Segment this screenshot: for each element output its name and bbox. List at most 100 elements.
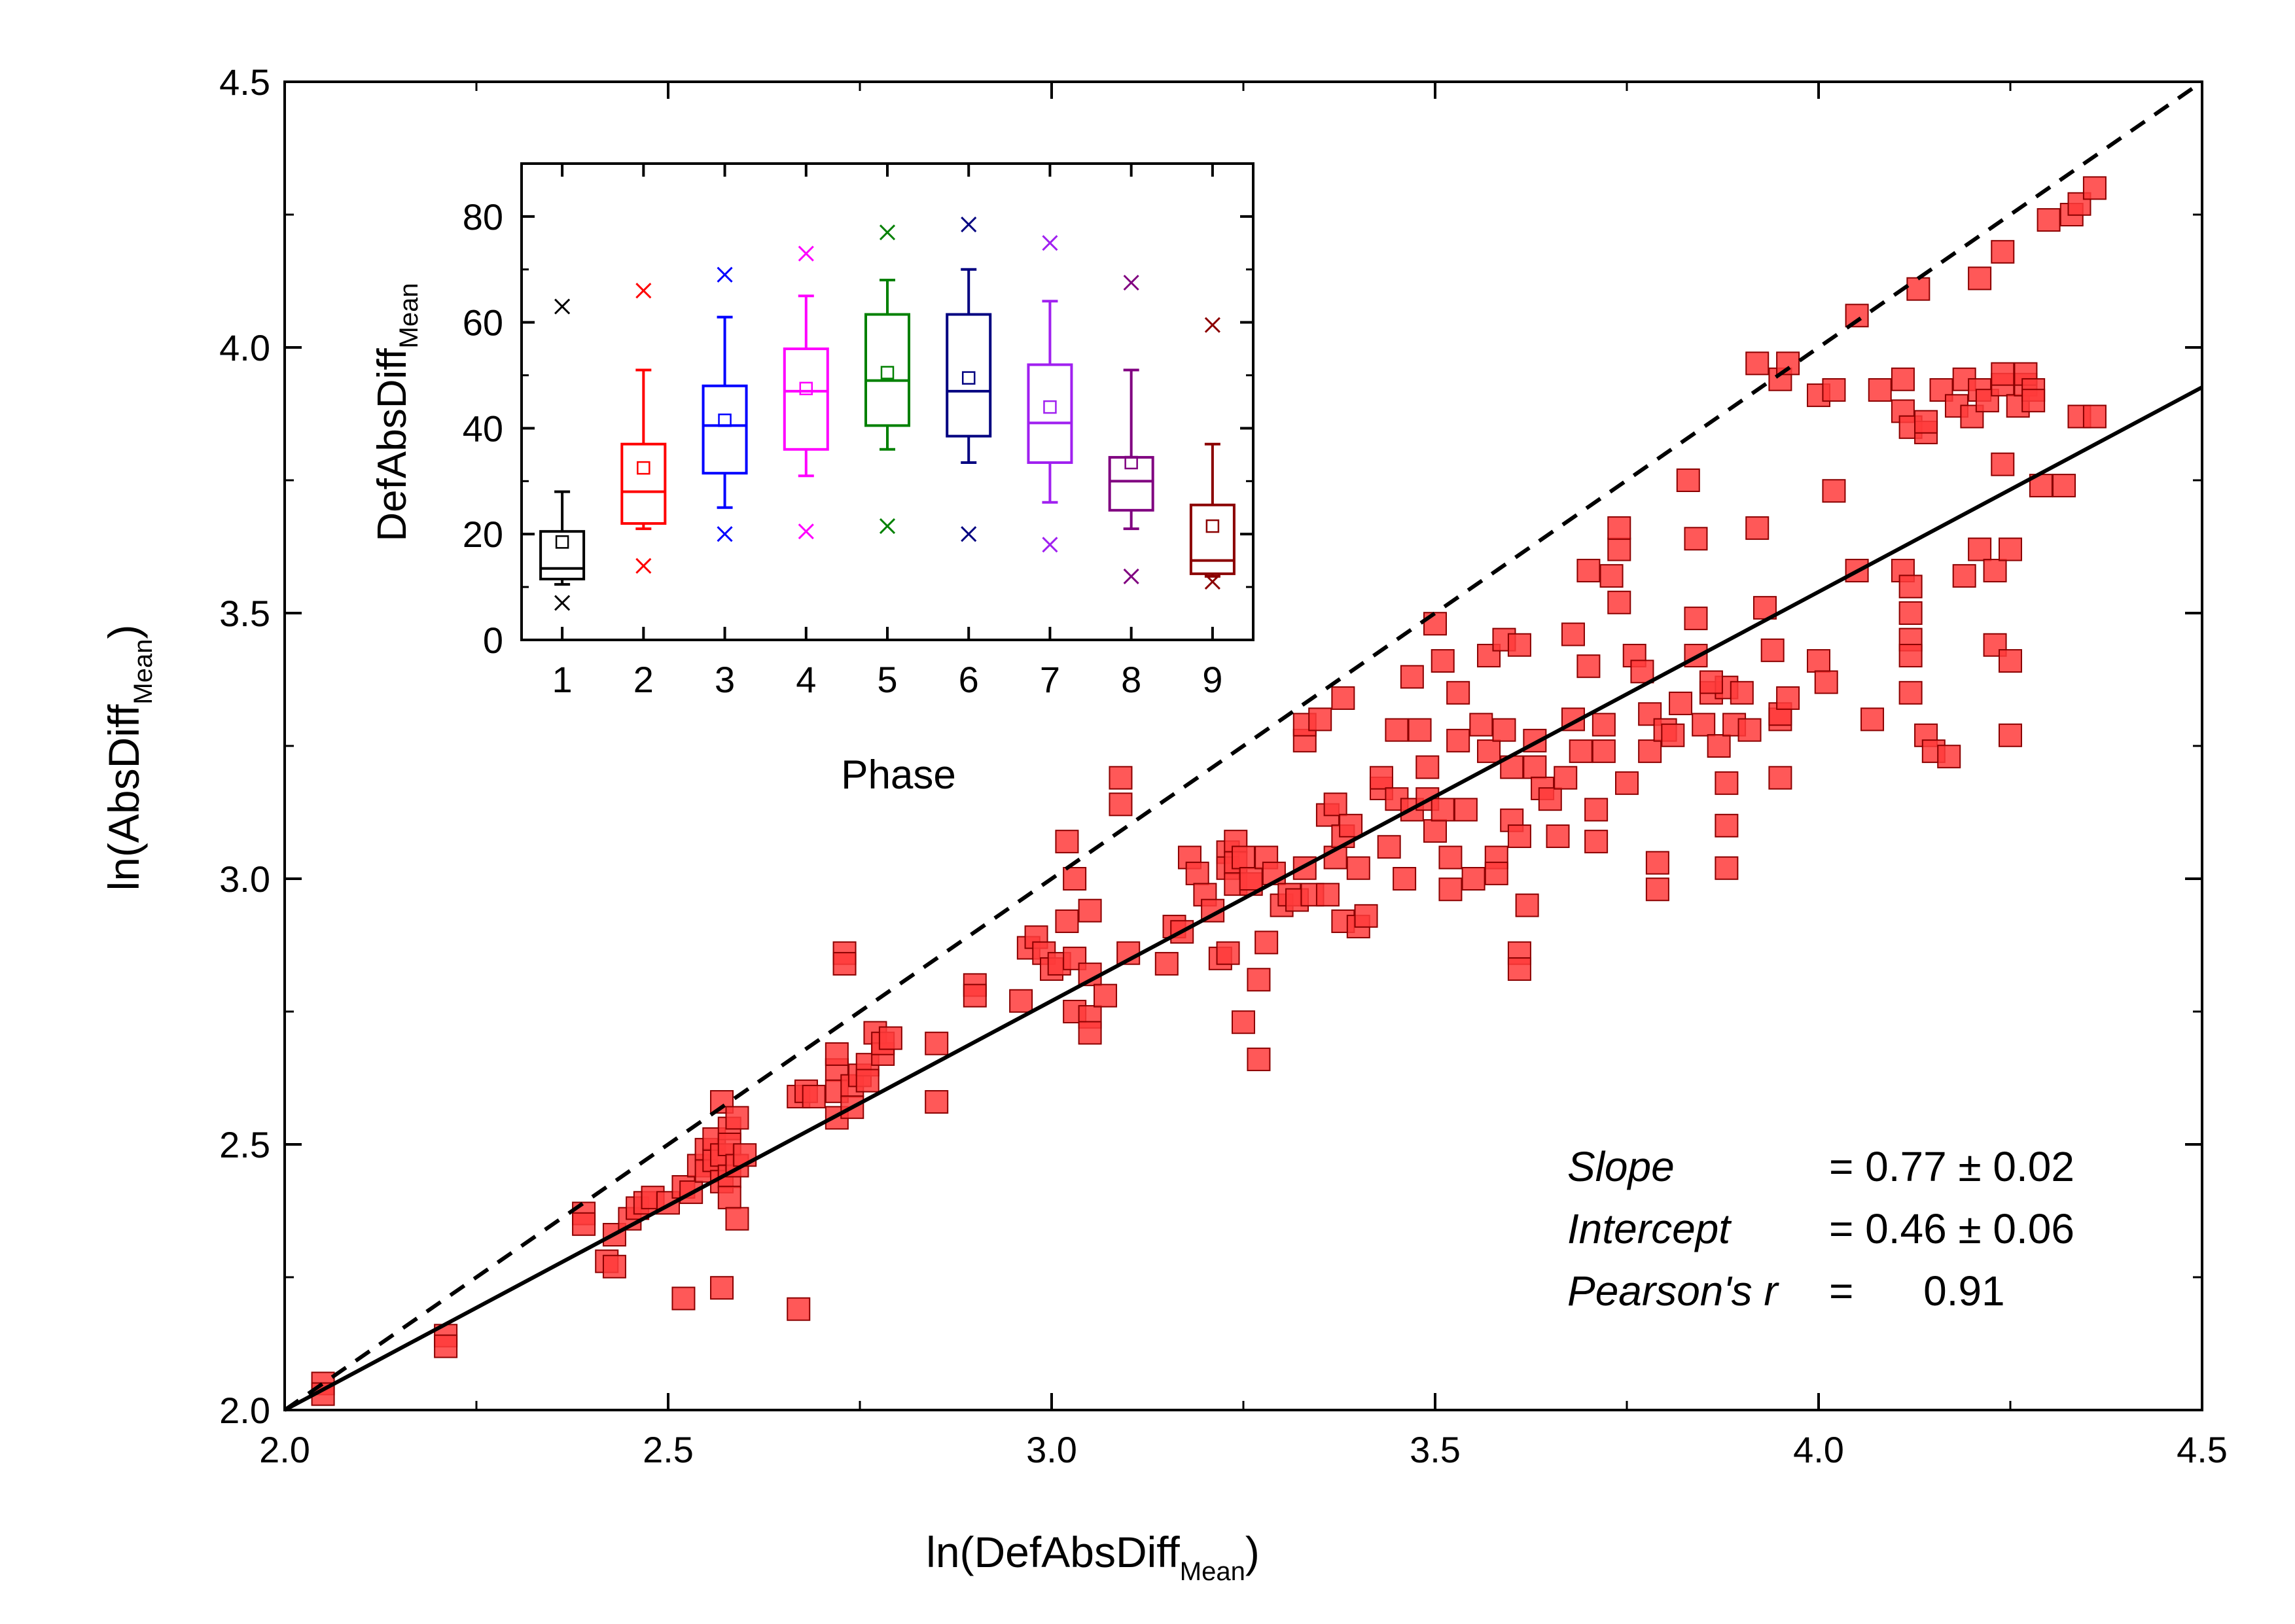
- scatter-point: [1952, 564, 1976, 588]
- inset-x-axis-label: Phase: [841, 752, 956, 798]
- inset-y-tick-label: 80: [463, 196, 503, 238]
- scatter-point: [1615, 771, 1639, 795]
- fit-statistics: Slope = 0.77 ± 0.02 Intercept = 0.46 ± 0…: [1567, 1143, 2074, 1315]
- scatter-point: [925, 1090, 949, 1114]
- scatter-point: [1423, 819, 1447, 843]
- scatter-point: [1094, 983, 1118, 1008]
- inset-x-tick-label: 1: [552, 659, 573, 700]
- inset-axis-ticks: 1 2 3 4 5 6 7 8 9 0 20 40 60 80: [463, 164, 1253, 700]
- scatter-point: [1991, 362, 2015, 386]
- x-tick-label: 4.5: [2177, 1429, 2228, 1470]
- scatter-point: [1507, 957, 1531, 981]
- scatter-point: [1584, 830, 1609, 854]
- scatter-point: [1247, 968, 1271, 992]
- scatter-point: [1055, 830, 1079, 854]
- inset-x-tick-label: 7: [1040, 659, 1060, 700]
- scatter-point: [1776, 686, 1800, 710]
- box-iqr: [1108, 455, 1154, 512]
- scatter-point: [1239, 867, 1263, 891]
- y-tick-label: 4.0: [219, 327, 270, 368]
- scatter-point: [963, 983, 987, 1008]
- scatter-point: [1446, 728, 1470, 752]
- scatter-point: [1684, 527, 1708, 551]
- scatter-point: [1607, 537, 1631, 561]
- scatter-point: [1385, 718, 1409, 742]
- scatter-point: [2021, 389, 2046, 413]
- box-iqr: [864, 313, 910, 427]
- scatter-point: [1569, 739, 1593, 764]
- scatter-point: [1737, 718, 1762, 742]
- box-mean-marker: [718, 414, 732, 427]
- scatter-point: [725, 1207, 749, 1231]
- scatter-point: [1154, 951, 1179, 976]
- scatter-point: [1684, 607, 1708, 631]
- scatter-point: [572, 1212, 596, 1236]
- scatter-point: [1331, 686, 1355, 710]
- box-outlier-marker: [554, 298, 571, 315]
- pearson-value: = 0.91: [1829, 1267, 2005, 1315]
- scatter-point: [1308, 707, 1332, 732]
- scatter-point: [1807, 649, 1830, 673]
- inset-box-marks: [539, 216, 1236, 611]
- scatter-point: [1968, 266, 1992, 291]
- scatter-point: [1009, 989, 1033, 1013]
- scatter-point: [1523, 755, 1547, 779]
- scatter-point: [1745, 351, 1770, 376]
- scatter-point: [1232, 845, 1255, 870]
- scatter-point: [1592, 713, 1616, 737]
- scatter-point: [1216, 941, 1240, 965]
- box-outlier-marker: [879, 224, 896, 241]
- scatter-point: [1232, 1010, 1255, 1034]
- scatter-point: [1699, 670, 1723, 694]
- x-tick-label: 2.5: [643, 1429, 694, 1470]
- scatter-point: [1715, 856, 1739, 880]
- scatter-point: [1822, 479, 1846, 503]
- scatter-point: [2082, 404, 2107, 429]
- inset-x-tick-label: 3: [715, 659, 735, 700]
- scatter-point: [1937, 745, 1961, 769]
- scatter-point: [1415, 755, 1440, 779]
- scatter-point: [1983, 559, 2007, 583]
- scatter-point: [1546, 824, 1570, 849]
- scatter-point: [725, 1106, 749, 1130]
- box-iqr: [783, 347, 829, 451]
- inset-x-tick-label: 4: [796, 659, 816, 700]
- box-outlier-marker: [879, 518, 896, 535]
- box-outlier-marker: [961, 526, 977, 542]
- inset-x-tick-label: 8: [1121, 659, 1141, 700]
- pearson-label: Pearson's r: [1567, 1267, 1779, 1315]
- scatter-point: [878, 1026, 902, 1050]
- box-mean-marker: [1043, 400, 1057, 414]
- box-mean-marker: [961, 371, 976, 385]
- y-tick-label: 2.0: [219, 1390, 270, 1431]
- scatter-point: [1323, 792, 1347, 817]
- scatter-point: [434, 1334, 458, 1358]
- scatter-point: [802, 1084, 826, 1108]
- scatter-point: [1592, 739, 1616, 764]
- y-axis-label: ln(AbsDiffMean): [99, 625, 158, 891]
- scatter-point: [1638, 739, 1662, 764]
- scatter-point: [1185, 861, 1209, 885]
- scatter-point: [1845, 304, 1869, 328]
- scatter-point: [1630, 660, 1654, 684]
- scatter-point: [1369, 766, 1393, 790]
- scatter-point: [602, 1254, 626, 1279]
- scatter-point: [1400, 665, 1424, 689]
- scatter-point: [1991, 452, 2015, 476]
- regression-line: [283, 385, 2203, 1412]
- scatter-point: [1453, 798, 1478, 822]
- scatter-point: [1715, 813, 1739, 838]
- inset-y-axis-label: DefAbsDiffMean: [370, 283, 423, 541]
- scatter-point: [1607, 516, 1631, 540]
- scatter-point: [832, 951, 857, 976]
- scatter-point: [1507, 824, 1531, 849]
- scatter-point: [1515, 893, 1539, 917]
- box-mean-marker: [880, 366, 895, 380]
- scatter-point: [1715, 771, 1739, 795]
- scatter-point: [825, 1042, 849, 1066]
- scatter-point: [1354, 904, 1378, 928]
- scatter-point: [1584, 798, 1609, 822]
- scatter-point: [1868, 378, 1892, 402]
- scatter-point: [1469, 713, 1493, 737]
- scatter-point: [1999, 537, 2022, 561]
